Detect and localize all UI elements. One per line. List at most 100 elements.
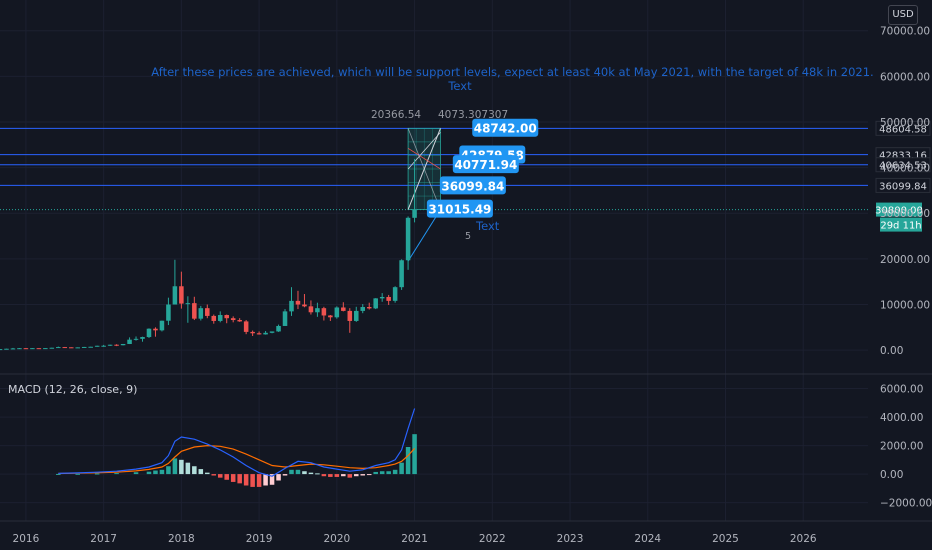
price-tick-label: 0.00 [880,345,903,357]
candle-body [334,307,340,318]
macd-histogram-bar [399,462,404,475]
candle-body [179,286,184,304]
candle-body [146,328,152,338]
candle-body [386,296,391,301]
level-tag-label: 36099.84 [879,181,927,192]
annotation-headline[interactable]: After these prices are achieved, which w… [151,65,874,79]
fib-drawings[interactable] [407,127,441,262]
candle-body [282,311,288,326]
macd-histogram-bar [75,473,80,475]
candle-body [56,347,61,349]
fib-label-right: 4073.307307 [438,109,508,121]
macd-histogram-bar [205,472,210,475]
macd-histogram-bar [250,474,255,487]
macd-line [58,408,416,477]
candle-body [88,346,93,348]
candle-body [81,346,87,348]
macd-histogram-bar [114,473,119,475]
price-badge-label: 36099.84 [441,179,504,193]
time-tick-label: 2026 [790,533,817,545]
macd-histogram-bar [289,469,294,475]
price-badge-label: 31015.49 [428,203,491,217]
candle-body [276,325,281,332]
fib-label-left: 20366.54 [371,109,421,121]
candle-body [49,347,55,349]
macd-histogram-bar [315,473,320,475]
candle-body [250,331,255,334]
candle-body [243,321,249,332]
macd-histogram-bar [392,469,398,475]
macd-histogram-bar [366,474,372,476]
candle-body [43,348,48,350]
price-badge-label: 40771.94 [454,158,517,172]
level-tag-label: 48604.58 [879,124,927,135]
candle-body [205,308,210,316]
macd-signal-line [58,444,416,475]
candle-body [101,345,106,347]
macd-histogram-bar [243,474,249,486]
level-tag-label: 42833.16 [879,151,927,162]
macd-histogram-bar [172,458,178,475]
macd-indicator-label[interactable]: MACD (12, 26, close, 9) [8,383,138,396]
macd-histogram-bar [230,474,236,482]
macd-histogram-bar [354,474,359,477]
candle-body [10,348,16,350]
candle-body [405,217,411,261]
candle-body [263,332,268,335]
candle-body [347,310,353,321]
candle-body [321,308,327,316]
candle-body [354,310,359,321]
price-tick-label: 20000.00 [880,254,930,266]
macd-histogram-bar [94,473,100,475]
macd-histogram-bar [185,462,191,475]
macd-histogram-bar [192,466,197,475]
candle-body [120,343,126,346]
level-tag-label: 40634.53 [879,161,927,172]
candle-body [94,345,100,347]
macd-histogram-bar [302,471,307,475]
fib-fan-line [407,132,441,170]
candle-body [17,348,22,350]
macd-histogram-bar [224,474,229,480]
macd-histogram-bar [321,474,327,477]
annotation-side-text[interactable]: Text [475,219,500,233]
price-tick-label: 50000.00 [880,117,930,129]
macd-histogram-bar [256,474,262,487]
candle-body [133,338,139,340]
price-tick-label: 70000.00 [880,26,930,38]
countdown-tag [880,217,922,232]
time-tick-label: 2020 [323,533,350,545]
candle-body [153,328,158,331]
macd-tick-label: 6000.00 [880,384,923,396]
macd-histogram-bar [308,472,314,475]
price-tick-label: 10000.00 [880,300,930,312]
currency-button[interactable]: USD [888,5,918,25]
candle-body [315,308,320,313]
annotation-headline-sub[interactable]: Text [448,79,472,93]
macd-histogram-bar [334,474,340,477]
candle-body [0,349,3,351]
macd-histogram-bar [341,474,346,477]
projection-line [407,209,441,262]
candle-body [237,320,242,322]
candle-body [399,260,404,288]
axes: 2016 2017 2018 2019 2020 2021 2022 2023 2024 2025… [13,26,932,545]
candle-body [211,315,217,321]
candle-body [289,300,294,312]
time-tick-label: 2018 [168,533,195,545]
candle-body [308,306,314,313]
level-tag [875,120,931,136]
macd-histogram-bar [379,471,385,475]
candle-body [328,315,333,318]
level-tag [875,177,931,193]
price-badge [452,155,519,174]
candle-body [295,300,301,305]
candle-body [107,344,113,346]
candle-body [256,333,262,335]
price-badge [472,118,539,137]
macd-histogram-bar [276,474,281,481]
candle-body [217,315,223,321]
macd-histogram-bar [217,474,223,478]
